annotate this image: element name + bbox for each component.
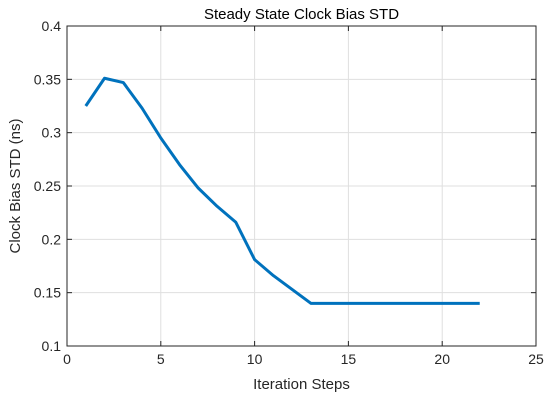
y-tick-label: 0.4 [42, 18, 62, 34]
y-tick-label: 0.15 [34, 285, 61, 301]
y-axis-label: Clock Bias STD (ns) [7, 118, 24, 253]
x-tick-label: 15 [341, 351, 357, 367]
x-tick-label: 10 [247, 351, 263, 367]
chart-title: Steady State Clock Bias STD [204, 6, 399, 23]
x-tick-label: 0 [63, 351, 71, 367]
y-tick-label: 0.1 [42, 338, 62, 354]
x-tick-label: 5 [157, 351, 165, 367]
x-tick-label: 20 [434, 351, 450, 367]
y-tick-label: 0.2 [42, 231, 62, 247]
y-tick-label: 0.25 [34, 178, 61, 194]
x-tick-label: 25 [528, 351, 544, 367]
y-tick-label: 0.35 [34, 71, 61, 87]
y-tick-label: 0.3 [42, 125, 62, 141]
x-axis-label: Iteration Steps [253, 376, 350, 393]
